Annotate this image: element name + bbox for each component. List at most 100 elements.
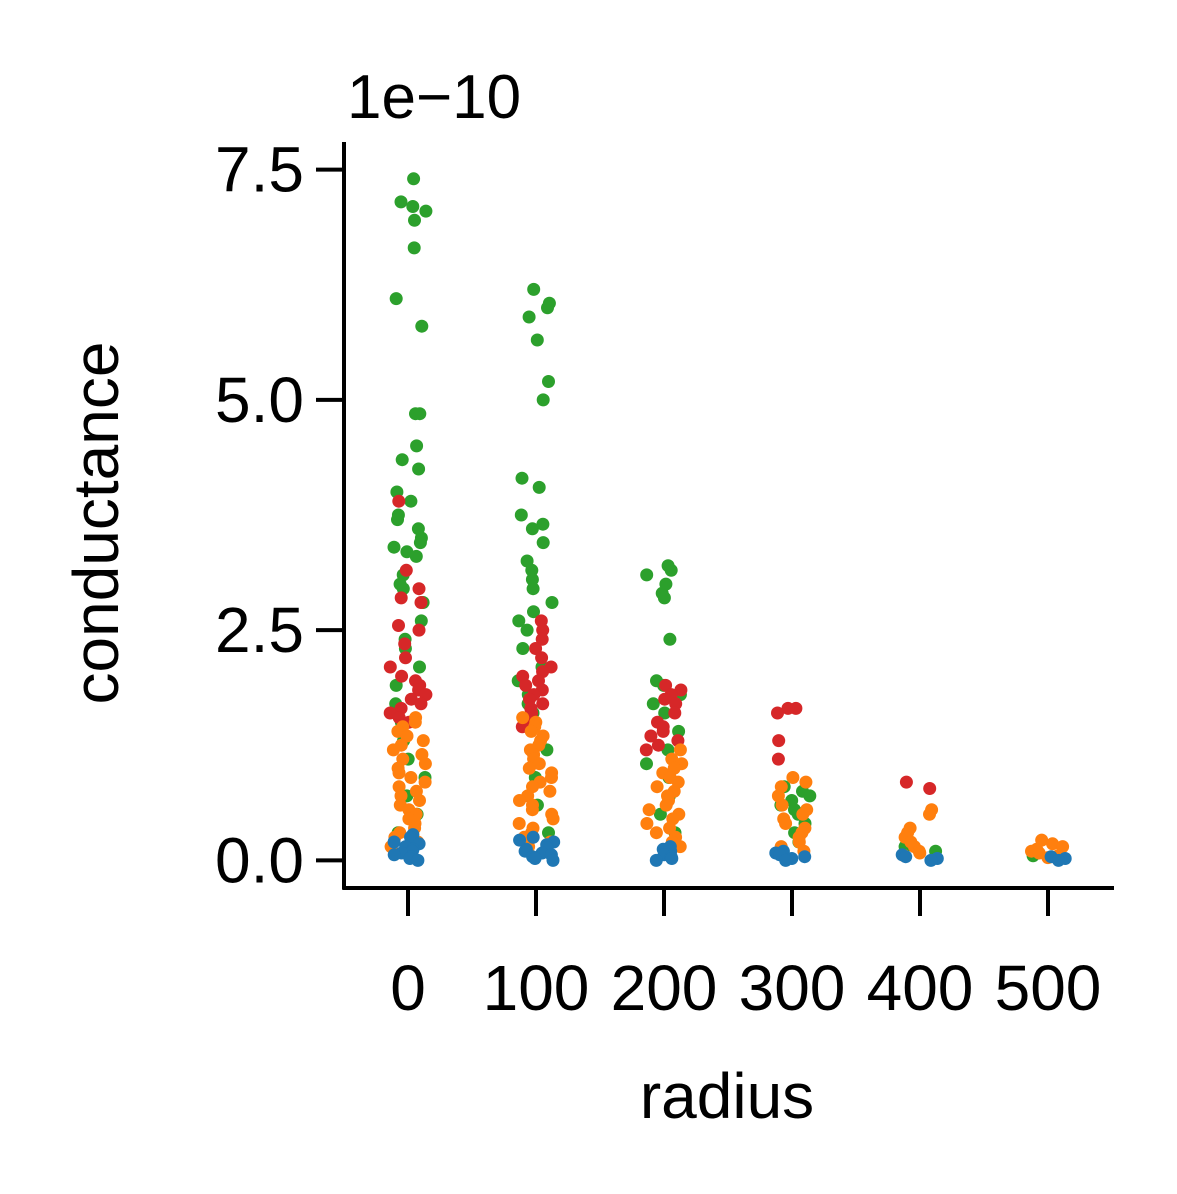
data-point [408, 715, 422, 729]
data-point [530, 333, 544, 347]
data-point [524, 724, 538, 738]
data-point [407, 241, 421, 255]
data-point [412, 623, 426, 637]
data-point [412, 462, 426, 476]
data-point [541, 301, 554, 315]
series-2 [384, 711, 1070, 865]
data-point [527, 605, 540, 619]
x-tick-label: 400 [867, 952, 974, 1024]
x-tick-label: 500 [995, 952, 1102, 1024]
data-point [525, 803, 539, 817]
data-point [513, 833, 527, 847]
data-point [542, 375, 555, 388]
data-point [411, 853, 425, 867]
data-point [545, 596, 559, 609]
data-point [513, 794, 526, 807]
data-point [536, 536, 550, 550]
data-point [399, 651, 412, 665]
data-point [392, 619, 405, 632]
data-point [664, 563, 678, 577]
series-1 [383, 494, 937, 795]
data-point [644, 729, 658, 743]
data-point [404, 494, 418, 508]
data-point [526, 582, 540, 596]
y-tick-label: 5.0 [215, 364, 304, 436]
data-point [522, 761, 536, 775]
x-tick-label: 0 [390, 952, 426, 1024]
data-point [522, 310, 536, 324]
data-point [398, 637, 412, 651]
data-point [414, 697, 428, 711]
y-axis: 0.0 2.5 5.0 7.5 [215, 134, 346, 896]
data-point [799, 775, 813, 789]
x-tick-label: 100 [483, 952, 590, 1024]
data-point [543, 784, 557, 798]
data-point [546, 853, 560, 867]
y-tick-label: 2.5 [215, 594, 304, 666]
data-point [663, 632, 677, 646]
data-point [924, 853, 938, 867]
data-point [512, 817, 526, 830]
data-point [404, 771, 418, 784]
data-point [386, 743, 400, 757]
data-point [515, 471, 529, 485]
data-point [408, 213, 421, 227]
data-point [673, 743, 687, 757]
plot-area [383, 172, 1072, 867]
data-point [404, 692, 418, 706]
x-axis: 0 100 200 300 400 500 [342, 886, 1114, 1024]
data-point [392, 766, 406, 780]
data-point [413, 407, 427, 421]
data-point [413, 660, 426, 674]
data-point [383, 660, 397, 674]
data-point [536, 393, 550, 407]
data-point [781, 701, 795, 715]
data-point [775, 798, 789, 812]
data-point [519, 678, 533, 692]
data-point [387, 848, 401, 862]
data-point [640, 757, 653, 771]
data-point [772, 734, 786, 748]
series-3 [387, 828, 1072, 867]
data-point [1046, 837, 1059, 851]
data-point [798, 850, 812, 864]
y-offset-label: 1e−10 [347, 63, 521, 132]
data-point [546, 812, 560, 826]
data-point [771, 706, 784, 720]
data-point [535, 632, 549, 646]
data-point [414, 596, 428, 609]
data-point [649, 826, 663, 840]
data-point [532, 480, 546, 494]
data-point [639, 743, 653, 757]
data-point [528, 852, 542, 865]
y-tick-label: 0.0 [215, 824, 304, 896]
data-point [923, 807, 936, 821]
data-point [779, 817, 793, 830]
data-point [418, 775, 432, 789]
data-point [658, 706, 672, 720]
data-point [395, 669, 409, 683]
data-point [913, 846, 927, 860]
data-point [646, 697, 660, 711]
data-point [419, 204, 433, 218]
data-point [514, 508, 528, 522]
data-point [803, 789, 817, 803]
data-point [516, 642, 530, 655]
data-point [640, 817, 654, 830]
data-point [389, 292, 403, 306]
data-point [387, 835, 401, 849]
data-point [674, 683, 688, 697]
data-point [668, 706, 682, 720]
data-point [410, 439, 424, 453]
x-axis-label: radius [640, 1060, 814, 1132]
data-point [407, 172, 421, 186]
data-point [532, 757, 546, 771]
data-point [529, 642, 543, 655]
data-point [415, 319, 429, 333]
data-point [416, 734, 430, 748]
data-point [394, 195, 408, 209]
data-point [923, 782, 937, 795]
data-point [527, 282, 541, 296]
data-point [665, 852, 679, 865]
